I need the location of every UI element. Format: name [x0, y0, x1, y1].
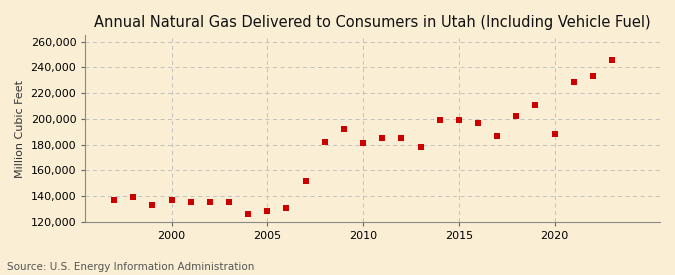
Point	[109, 198, 119, 202]
Point	[186, 200, 196, 205]
Point	[223, 200, 234, 205]
Point	[339, 127, 350, 131]
Point	[281, 205, 292, 210]
Point	[472, 120, 483, 125]
Point	[511, 114, 522, 119]
Point	[243, 212, 254, 216]
Point	[530, 103, 541, 107]
Point	[358, 141, 369, 145]
Point	[454, 118, 464, 122]
Title: Annual Natural Gas Delivered to Consumers in Utah (Including Vehicle Fuel): Annual Natural Gas Delivered to Consumer…	[95, 15, 651, 30]
Point	[492, 133, 503, 138]
Point	[607, 57, 618, 62]
Point	[205, 200, 215, 205]
Point	[262, 209, 273, 214]
Point	[147, 203, 158, 207]
Point	[300, 178, 311, 183]
Text: Source: U.S. Energy Information Administration: Source: U.S. Energy Information Administ…	[7, 262, 254, 272]
Point	[128, 195, 138, 199]
Y-axis label: Million Cubic Feet: Million Cubic Feet	[15, 79, 25, 178]
Point	[568, 79, 579, 84]
Point	[587, 74, 598, 79]
Point	[396, 136, 407, 140]
Point	[377, 136, 387, 140]
Point	[549, 132, 560, 136]
Point	[434, 118, 445, 122]
Point	[415, 145, 426, 149]
Point	[319, 140, 330, 144]
Point	[166, 198, 177, 202]
